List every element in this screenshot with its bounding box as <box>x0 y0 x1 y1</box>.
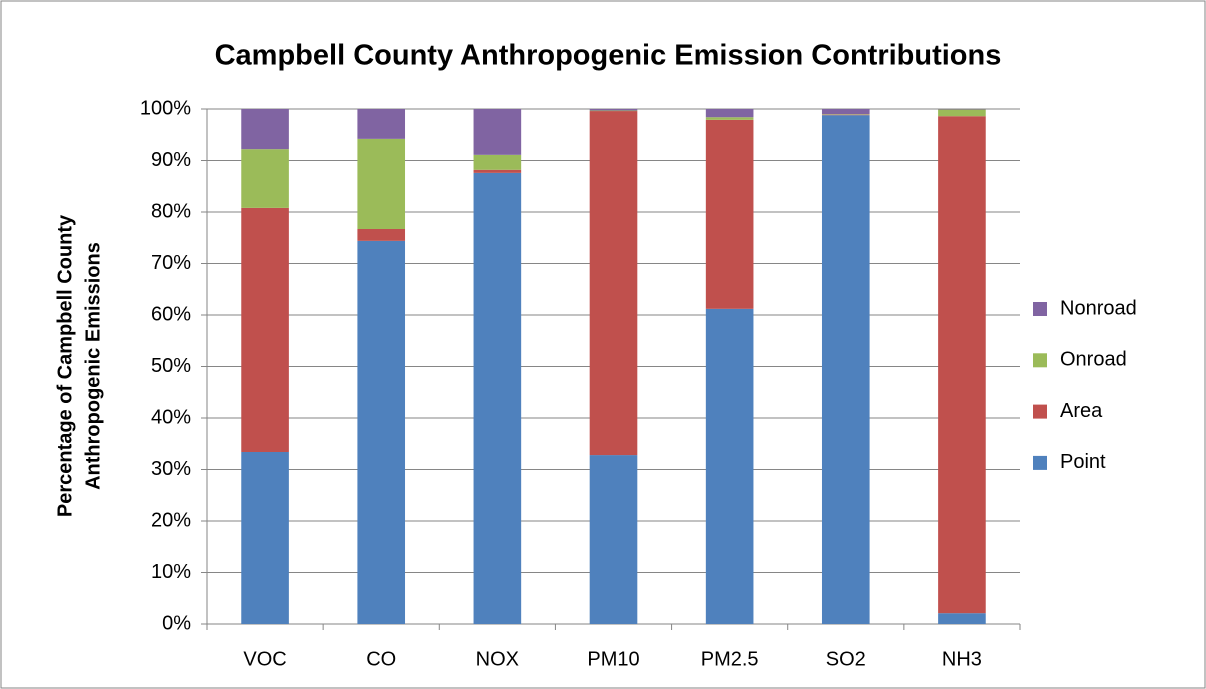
x-tick-label: SO2 <box>826 648 866 670</box>
bar-segment <box>241 451 289 624</box>
bar-segment <box>357 109 406 139</box>
y-tick-label: 60% <box>151 303 191 325</box>
y-axis-title: Percentage of Campbell County Anthropoge… <box>54 214 104 517</box>
x-tick-label: CO <box>366 648 396 670</box>
bar-segment <box>821 115 870 625</box>
y-tick-label: 50% <box>151 355 191 377</box>
x-tick-label: NH3 <box>942 648 982 670</box>
bar-segment <box>473 169 522 173</box>
bar-segment <box>589 109 638 111</box>
y-tick-label: 80% <box>151 200 191 222</box>
bar-segment <box>821 114 870 115</box>
bar-segment <box>589 111 638 456</box>
x-tick-label: PM2.5 <box>701 648 759 670</box>
bar-segment <box>241 207 289 452</box>
y-tick-label: 70% <box>151 252 191 274</box>
x-tick-label: VOC <box>243 648 286 670</box>
y-tick-label: 90% <box>151 149 191 171</box>
bar-segment <box>473 172 522 625</box>
legend-label: Area <box>1060 400 1103 422</box>
bar-segment <box>705 119 754 309</box>
legend-swatch <box>1033 455 1047 470</box>
legend-swatch <box>1033 353 1047 368</box>
y-axis-title-line: Anthropogenic Emissions <box>82 242 104 490</box>
bar-segment <box>821 109 870 115</box>
bar-segment <box>241 109 289 150</box>
legend-label: Onroad <box>1060 349 1127 371</box>
bar-segment <box>589 110 638 112</box>
x-tick-label: PM10 <box>587 648 639 670</box>
y-tick-label: 10% <box>151 561 191 583</box>
y-tick-label: 40% <box>151 406 191 428</box>
bar-segment <box>473 109 522 155</box>
bar-segment <box>357 240 406 624</box>
bar-segment <box>938 116 986 614</box>
bar-segment <box>357 138 406 229</box>
bar-segment <box>821 114 870 116</box>
legend-label: Nonroad <box>1060 297 1137 319</box>
y-tick-label: 100% <box>140 97 191 119</box>
legend-swatch <box>1033 302 1047 316</box>
y-tick-label: 0% <box>162 612 191 634</box>
chart-title: Campbell County Anthropogenic Emission C… <box>215 40 1002 72</box>
y-tick-label: 20% <box>151 509 191 531</box>
x-tick-label: NOX <box>476 648 519 670</box>
bar-segment <box>938 109 986 110</box>
y-axis-title-line: Percentage of Campbell County <box>54 214 76 517</box>
bar-segment <box>705 308 754 624</box>
bar-segment <box>705 109 754 118</box>
bar-segment <box>938 109 986 117</box>
bar-segment <box>938 613 986 624</box>
bar-segment <box>705 117 754 120</box>
bar-segment <box>357 228 406 241</box>
legend-swatch <box>1033 404 1047 419</box>
bar-segment <box>589 455 638 624</box>
bar-segment <box>473 154 522 170</box>
y-tick-label: 30% <box>151 458 191 480</box>
legend-label: Point <box>1060 451 1106 473</box>
bar-segment <box>241 149 289 208</box>
